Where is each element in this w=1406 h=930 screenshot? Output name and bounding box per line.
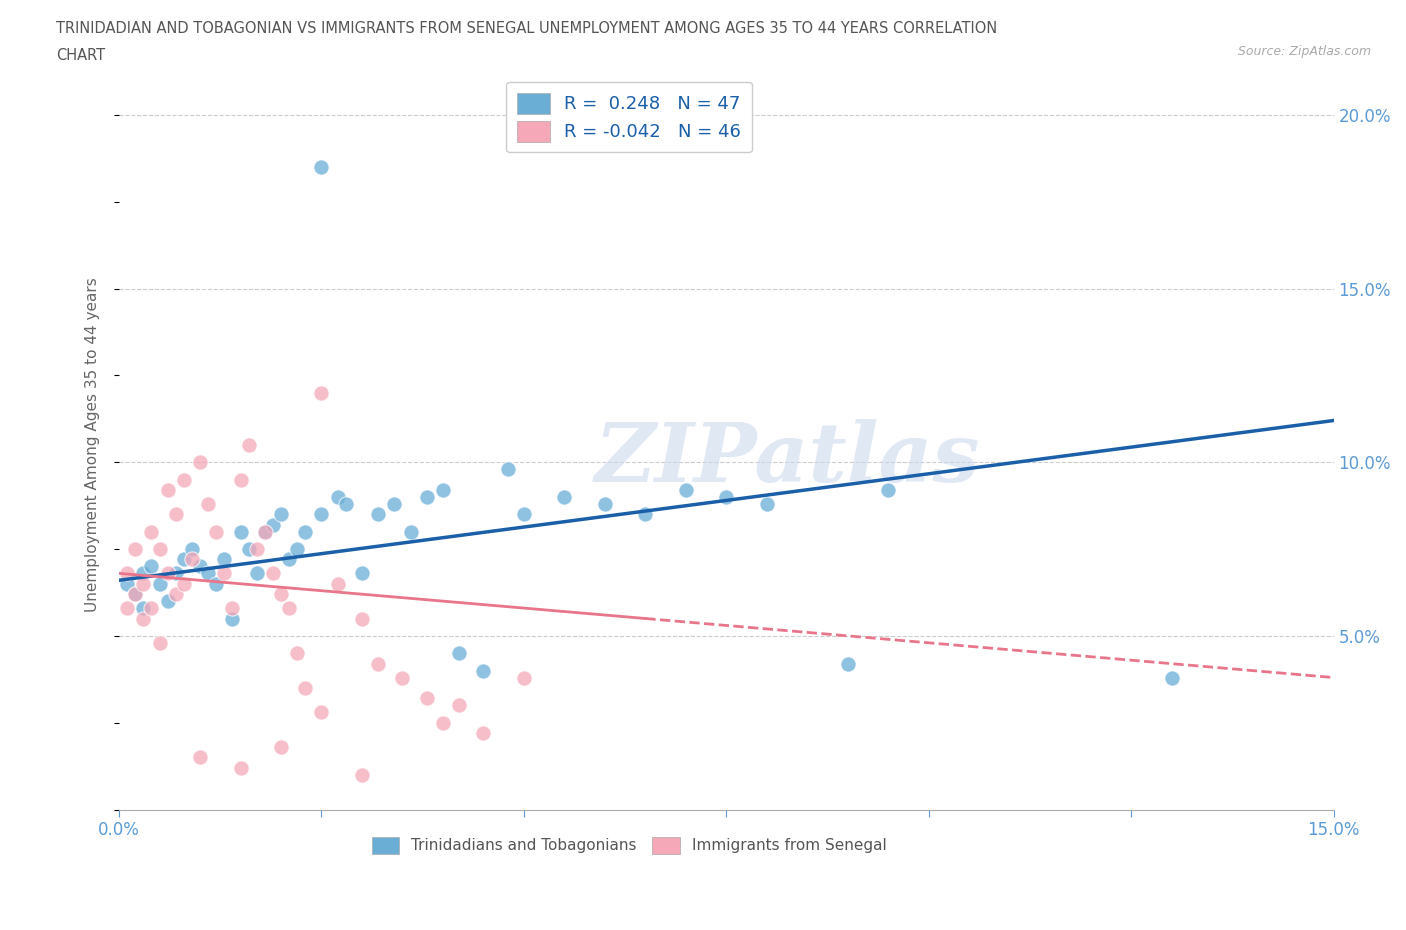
Point (262, 517, 284, 532)
Point (115, 577, 138, 591)
Point (124, 587, 146, 602)
Point (156, 566, 179, 581)
Text: ZIPatlas: ZIPatlas (595, 419, 980, 499)
Point (755, 497, 778, 512)
Point (132, 601, 155, 616)
Point (156, 593, 179, 608)
Point (165, 587, 187, 602)
Point (229, 761, 252, 776)
Text: TRINIDADIAN AND TOBAGONIAN VS IMMIGRANTS FROM SENEGAL UNEMPLOYMENT AMONG AGES 35: TRINIDADIAN AND TOBAGONIAN VS IMMIGRANTS… (56, 21, 997, 36)
Point (877, 483, 900, 498)
Point (675, 483, 697, 498)
Point (1160, 671, 1182, 685)
Point (311, 507, 333, 522)
Point (449, 645, 471, 660)
Point (311, 705, 333, 720)
Point (326, 489, 349, 504)
Point (132, 577, 155, 591)
Point (593, 497, 616, 512)
Point (270, 507, 292, 522)
Point (197, 497, 219, 512)
Point (285, 541, 308, 556)
Point (165, 507, 187, 522)
Point (115, 601, 138, 616)
Point (553, 489, 575, 504)
Point (496, 461, 519, 476)
Point (367, 657, 389, 671)
Point (278, 601, 301, 616)
Point (294, 681, 316, 696)
Point (124, 541, 146, 556)
Point (221, 601, 243, 616)
Point (229, 525, 252, 539)
Point (270, 739, 292, 754)
Point (449, 698, 471, 712)
Point (270, 587, 292, 602)
Point (335, 497, 357, 512)
Point (165, 566, 187, 581)
Point (350, 566, 373, 581)
Point (132, 611, 155, 626)
Point (173, 577, 195, 591)
Y-axis label: Unemployment Among Ages 35 to 44 years: Unemployment Among Ages 35 to 44 years (86, 277, 100, 612)
Point (181, 541, 204, 556)
Point (262, 566, 284, 581)
Point (634, 507, 657, 522)
Point (188, 559, 211, 574)
Point (132, 566, 155, 581)
Point (246, 541, 269, 556)
Point (350, 767, 373, 782)
Point (141, 559, 163, 574)
Point (115, 566, 138, 581)
Point (188, 750, 211, 764)
Point (513, 671, 536, 685)
Point (181, 552, 204, 567)
Point (197, 566, 219, 581)
Point (278, 552, 301, 567)
Point (837, 657, 859, 671)
Point (141, 601, 163, 616)
Point (311, 385, 333, 400)
Point (188, 455, 211, 470)
Point (205, 525, 228, 539)
Point (141, 525, 163, 539)
Point (148, 635, 170, 650)
Point (326, 577, 349, 591)
Point (472, 725, 495, 740)
Point (311, 160, 333, 175)
Point (246, 566, 269, 581)
Point (173, 472, 195, 487)
Point (238, 437, 260, 452)
Point (253, 525, 276, 539)
Point (214, 566, 236, 581)
Point (148, 577, 170, 591)
Point (173, 552, 195, 567)
Point (716, 489, 738, 504)
Point (253, 525, 276, 539)
Point (221, 611, 243, 626)
Point (214, 552, 236, 567)
Point (382, 497, 405, 512)
Point (205, 577, 228, 591)
Point (367, 507, 389, 522)
Point (432, 715, 454, 730)
Point (285, 645, 308, 660)
Point (513, 507, 536, 522)
Point (124, 587, 146, 602)
Legend: Trinidadians and Tobagonians, Immigrants from Senegal: Trinidadians and Tobagonians, Immigrants… (366, 830, 893, 860)
Point (350, 611, 373, 626)
Text: CHART: CHART (56, 48, 105, 63)
Point (432, 483, 454, 498)
Point (472, 663, 495, 678)
Point (416, 489, 439, 504)
Text: Source: ZipAtlas.com: Source: ZipAtlas.com (1237, 45, 1371, 58)
Point (229, 472, 252, 487)
Point (416, 691, 439, 706)
Point (238, 541, 260, 556)
Point (294, 525, 316, 539)
Point (399, 525, 422, 539)
Point (391, 671, 413, 685)
Point (148, 541, 170, 556)
Point (156, 483, 179, 498)
